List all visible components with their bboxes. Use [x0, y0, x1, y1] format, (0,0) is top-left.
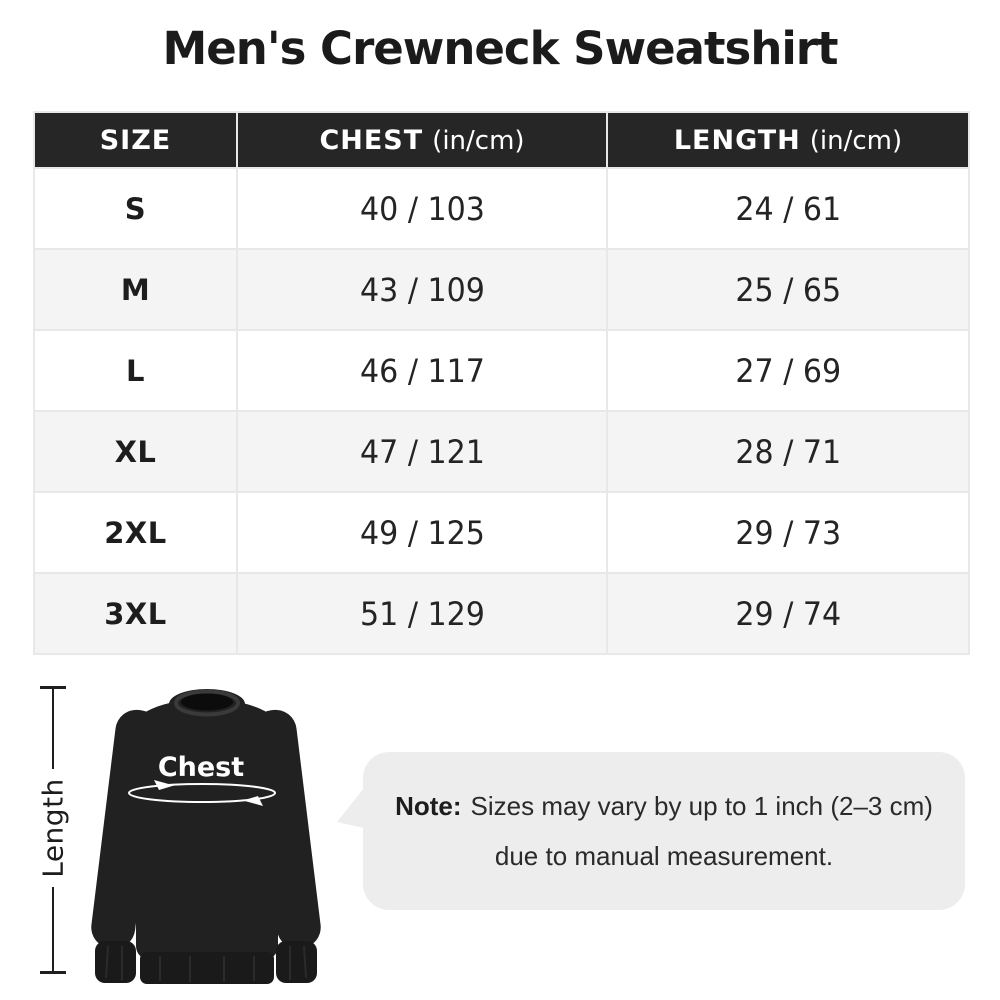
- size-label: 2XL: [35, 493, 236, 572]
- column-unit-label: (in/cm): [809, 125, 903, 156]
- chest-arrow-right-icon: [154, 780, 174, 790]
- sweatshirt-garment: [91, 689, 321, 984]
- table-row-m: M 43 / 109 25 / 65: [35, 250, 968, 329]
- note-label: Note:: [395, 790, 462, 821]
- page-title: Men's Crewneck Sweatshirt: [162, 22, 838, 75]
- measure-cap-bottom: [40, 971, 66, 974]
- measure-line-lower: [52, 887, 54, 971]
- chest-value: 49 / 125: [238, 493, 606, 572]
- chest-value: 40 / 103: [238, 169, 606, 248]
- size-label: L: [35, 331, 236, 410]
- column-label: LENGTH: [673, 124, 801, 156]
- column-header-length: LENGTH (in/cm): [608, 113, 968, 167]
- length-value: 25 / 65: [608, 250, 968, 329]
- chest-label: Chest: [158, 752, 244, 783]
- note-text-line1: Note: Sizes may vary by up to 1 inch (2–3…: [395, 790, 933, 821]
- note-bubble: Note: Sizes may vary by up to 1 inch (2–3…: [337, 752, 965, 910]
- size-table: SIZE CHEST (in/cm) LENGTH (in/cm) S 40 / 1…: [33, 111, 970, 655]
- length-value: 29 / 74: [608, 574, 968, 653]
- column-label: SIZE: [99, 124, 172, 156]
- note-text: Sizes may vary by up to 1 inch (2–3 cm): [470, 790, 933, 821]
- column-header-chest: CHEST (in/cm): [238, 113, 606, 167]
- table-row-xl: XL 47 / 121 28 / 71: [35, 412, 968, 491]
- measure-cap-top: [40, 686, 66, 689]
- sweatshirt-illustration: Chest: [91, 689, 321, 984]
- measure-line-upper: [52, 689, 54, 769]
- length-measure-indicator: Length: [37, 686, 70, 974]
- chest-value: 43 / 109: [238, 250, 606, 329]
- size-label: 3XL: [35, 574, 236, 653]
- length-value: 27 / 69: [608, 331, 968, 410]
- size-label: M: [35, 250, 236, 329]
- length-value: 29 / 73: [608, 493, 968, 572]
- table-row-3xl: 3XL 51 / 129 29 / 74: [35, 574, 968, 653]
- table-row-s: S 40 / 103 24 / 61: [35, 169, 968, 248]
- column-header-size: SIZE: [35, 113, 236, 167]
- column-unit-label: (in/cm): [432, 125, 525, 156]
- column-label: CHEST: [319, 124, 424, 156]
- chest-value: 47 / 121: [238, 412, 606, 491]
- chest-value: 46 / 117: [238, 331, 606, 410]
- table-row-2xl: 2XL 49 / 125 29 / 73: [35, 493, 968, 572]
- length-label: Length: [36, 778, 70, 878]
- chest-measure-indicator: Chest: [128, 752, 276, 806]
- note-text-line2: due to manual measurement.: [494, 840, 834, 871]
- length-value: 24 / 61: [608, 169, 968, 248]
- table-row-l: L 46 / 117 27 / 69: [35, 331, 968, 410]
- chest-value: 51 / 129: [238, 574, 606, 653]
- note-bubble-tail: [337, 788, 364, 828]
- length-value: 28 / 71: [608, 412, 968, 491]
- table-header-row: SIZE CHEST (in/cm) LENGTH (in/cm): [35, 113, 968, 167]
- size-label: S: [35, 169, 236, 248]
- chest-arrow-left-icon: [243, 796, 263, 806]
- size-label: XL: [35, 412, 236, 491]
